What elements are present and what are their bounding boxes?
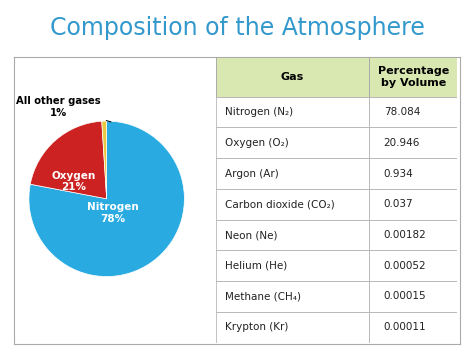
- FancyBboxPatch shape: [369, 189, 457, 220]
- FancyBboxPatch shape: [216, 57, 369, 97]
- FancyBboxPatch shape: [216, 312, 369, 343]
- Text: Nitrogen
78%: Nitrogen 78%: [87, 202, 139, 224]
- FancyBboxPatch shape: [369, 220, 457, 250]
- FancyBboxPatch shape: [216, 97, 369, 127]
- Text: 20.946: 20.946: [383, 138, 420, 148]
- FancyBboxPatch shape: [369, 250, 457, 281]
- FancyBboxPatch shape: [369, 127, 457, 158]
- Text: 0.00015: 0.00015: [383, 291, 426, 301]
- Text: Composition of the Atmosphere: Composition of the Atmosphere: [50, 16, 424, 40]
- FancyBboxPatch shape: [369, 97, 457, 127]
- Text: 0.00182: 0.00182: [383, 230, 427, 240]
- FancyBboxPatch shape: [216, 281, 369, 312]
- Text: All other gases
1%: All other gases 1%: [16, 96, 111, 122]
- Text: Gas: Gas: [281, 72, 304, 82]
- FancyBboxPatch shape: [369, 57, 457, 97]
- Text: Nitrogen (N₂): Nitrogen (N₂): [225, 107, 293, 117]
- Text: Argon (Ar): Argon (Ar): [225, 169, 279, 179]
- Text: Oxygen
21%: Oxygen 21%: [52, 171, 96, 192]
- Text: Neon (Ne): Neon (Ne): [225, 230, 278, 240]
- Text: Oxygen (O₂): Oxygen (O₂): [225, 138, 289, 148]
- Wedge shape: [30, 121, 107, 199]
- FancyBboxPatch shape: [216, 189, 369, 220]
- Text: Krypton (Kr): Krypton (Kr): [225, 322, 289, 332]
- Text: 78.084: 78.084: [383, 107, 420, 117]
- Wedge shape: [102, 121, 107, 199]
- Text: 0.037: 0.037: [383, 199, 413, 209]
- Text: Helium (He): Helium (He): [225, 261, 288, 271]
- FancyBboxPatch shape: [216, 220, 369, 250]
- FancyBboxPatch shape: [369, 158, 457, 189]
- FancyBboxPatch shape: [216, 127, 369, 158]
- FancyBboxPatch shape: [216, 250, 369, 281]
- FancyBboxPatch shape: [369, 281, 457, 312]
- Text: Percentage
by Volume: Percentage by Volume: [378, 66, 449, 88]
- Text: 0.00011: 0.00011: [383, 322, 426, 332]
- Text: 0.934: 0.934: [383, 169, 413, 179]
- Text: 0.00052: 0.00052: [383, 261, 426, 271]
- FancyBboxPatch shape: [216, 158, 369, 189]
- Wedge shape: [29, 121, 184, 277]
- Text: Methane (CH₄): Methane (CH₄): [225, 291, 301, 301]
- FancyBboxPatch shape: [369, 312, 457, 343]
- Text: Carbon dioxide (CO₂): Carbon dioxide (CO₂): [225, 199, 335, 209]
